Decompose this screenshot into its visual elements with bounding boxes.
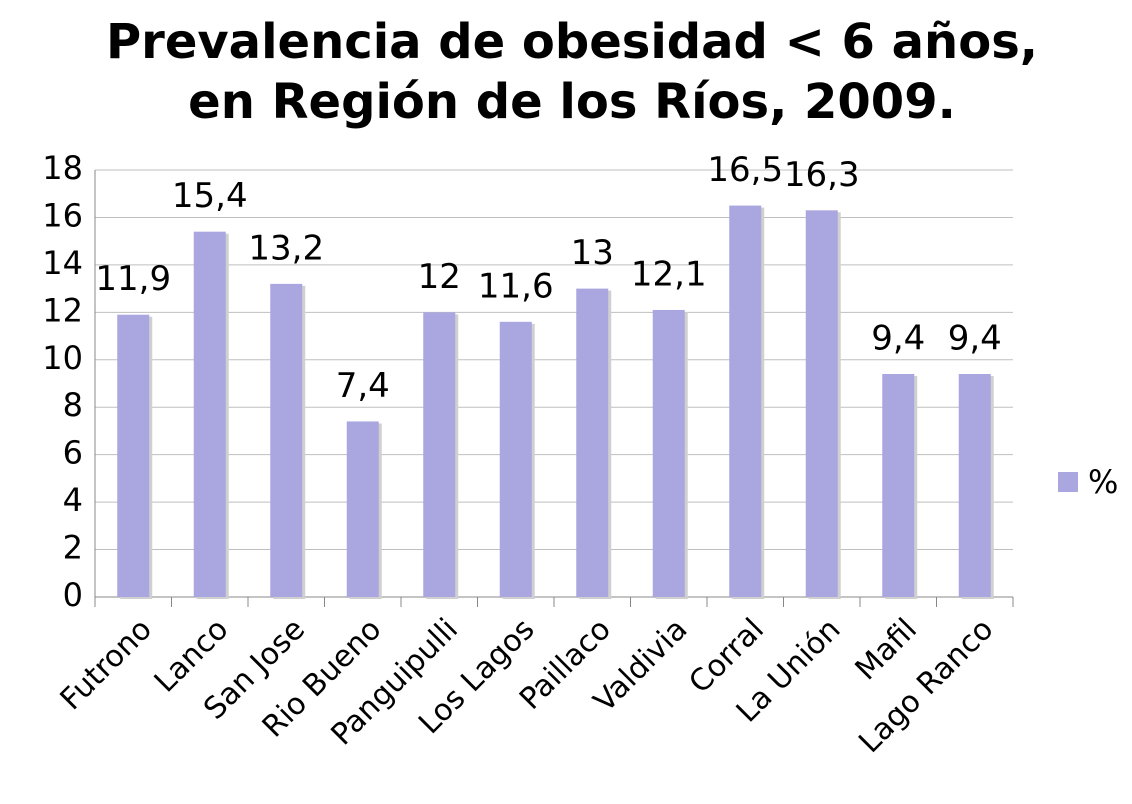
bar xyxy=(958,374,991,597)
data-label: 12 xyxy=(418,257,461,297)
y-tick-label: 0 xyxy=(63,576,83,614)
y-tick-label: 4 xyxy=(63,481,83,519)
data-label: 7,4 xyxy=(336,366,390,406)
bar xyxy=(499,321,532,597)
chart-title: Prevalencia de obesidad < 6 años, xyxy=(106,14,1038,70)
bar xyxy=(576,288,609,597)
data-label: 13,2 xyxy=(248,228,324,268)
data-label: 16,5 xyxy=(707,150,783,190)
data-label: 13 xyxy=(571,233,614,273)
data-label: 11,9 xyxy=(95,259,171,299)
data-label: 12,1 xyxy=(631,254,707,294)
legend-swatch xyxy=(1058,472,1078,492)
x-tick-label: Futrono xyxy=(54,612,159,717)
data-label: 16,3 xyxy=(784,155,860,195)
y-tick-label: 6 xyxy=(63,434,83,472)
y-tick-label: 8 xyxy=(63,386,83,424)
data-label: 9,4 xyxy=(948,319,1002,359)
legend-label: % xyxy=(1088,463,1118,501)
data-label: 15,4 xyxy=(172,176,248,216)
chart-title: en Región de los Ríos, 2009. xyxy=(188,74,956,130)
bar xyxy=(652,309,685,597)
y-tick-label: 16 xyxy=(42,196,83,234)
bar xyxy=(805,210,838,598)
bar xyxy=(193,231,226,597)
y-tick-label: 14 xyxy=(42,244,83,282)
y-tick-label: 2 xyxy=(63,529,83,567)
bar xyxy=(423,312,456,597)
y-tick-label: 12 xyxy=(42,291,83,329)
bar xyxy=(346,421,379,597)
y-tick-label: 10 xyxy=(42,339,83,377)
data-label: 9,4 xyxy=(871,319,925,359)
bar xyxy=(270,283,303,597)
bar xyxy=(882,374,915,597)
bar xyxy=(729,205,762,598)
y-tick-label: 18 xyxy=(42,149,83,187)
data-label: 11,6 xyxy=(478,266,554,306)
bar xyxy=(117,314,150,597)
